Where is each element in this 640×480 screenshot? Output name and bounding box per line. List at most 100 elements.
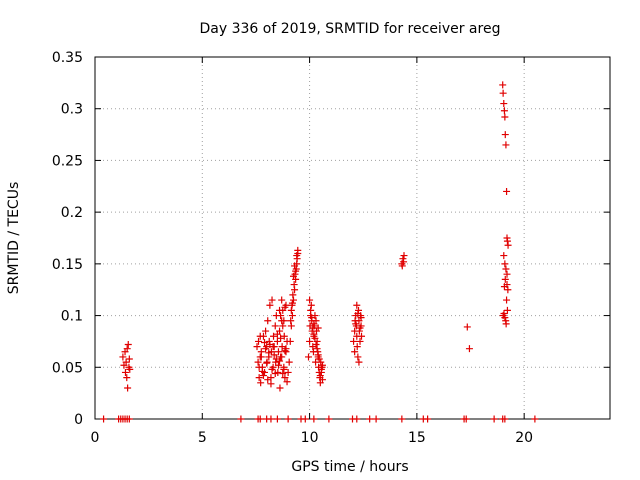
data-point xyxy=(500,107,508,115)
data-point xyxy=(366,415,374,423)
data-point xyxy=(289,291,297,299)
data-point xyxy=(501,314,509,322)
data-point xyxy=(281,374,289,382)
data-point xyxy=(306,296,314,304)
data-point xyxy=(353,415,361,423)
data-point xyxy=(259,372,267,380)
data-point xyxy=(257,353,265,361)
data-point xyxy=(503,237,511,245)
data-point xyxy=(286,337,294,345)
data-point xyxy=(278,353,286,361)
data-point xyxy=(255,363,263,371)
data-point xyxy=(280,317,288,325)
data-point xyxy=(499,81,507,89)
data-point xyxy=(310,415,318,423)
y-tick-label: 0.1 xyxy=(61,309,83,325)
data-point xyxy=(353,301,361,309)
data-point xyxy=(398,262,406,270)
data-point xyxy=(280,332,288,340)
data-point xyxy=(352,320,360,328)
data-point xyxy=(123,345,131,353)
data-point xyxy=(280,365,288,373)
data-point xyxy=(279,369,287,377)
data-point xyxy=(256,332,264,340)
data-point xyxy=(268,296,276,304)
data-point xyxy=(122,358,130,366)
data-point xyxy=(273,337,281,345)
y-tick-label: 0.35 xyxy=(52,50,83,66)
data-point xyxy=(500,252,508,260)
data-point xyxy=(268,365,276,373)
data-point xyxy=(125,415,133,423)
data-point xyxy=(278,343,286,351)
data-point xyxy=(100,415,108,423)
x-axis-title: GPS time / hours xyxy=(291,459,408,475)
data-point xyxy=(503,187,511,195)
data-point xyxy=(500,310,508,318)
data-point xyxy=(314,351,322,359)
data-point xyxy=(262,345,270,353)
data-point xyxy=(501,260,509,268)
data-point xyxy=(288,299,296,307)
data-point xyxy=(350,337,358,345)
data-point xyxy=(503,270,511,278)
data-point xyxy=(355,327,363,335)
y-tick-label: 0.3 xyxy=(61,102,83,118)
data-point xyxy=(314,324,322,332)
data-point xyxy=(502,265,510,273)
chart-title: Day 336 of 2019, SRMTID for receiver are… xyxy=(200,21,501,37)
data-point xyxy=(287,317,295,325)
data-point xyxy=(283,378,291,386)
data-point xyxy=(121,368,129,376)
data-point xyxy=(274,361,282,369)
data-point xyxy=(273,330,281,338)
data-point xyxy=(308,314,316,322)
data-point xyxy=(277,334,285,342)
data-point xyxy=(119,353,127,361)
data-point xyxy=(463,323,471,331)
data-point xyxy=(503,296,511,304)
y-tick-label: 0.25 xyxy=(52,153,83,169)
data-point xyxy=(266,301,274,309)
data-point xyxy=(255,337,263,345)
data-point xyxy=(318,361,326,369)
data-point xyxy=(278,296,286,304)
data-point xyxy=(501,131,509,139)
data-point xyxy=(356,324,364,332)
data-point xyxy=(424,415,432,423)
data-point xyxy=(253,343,261,351)
data-point xyxy=(282,345,290,353)
data-point xyxy=(265,349,273,357)
data-point xyxy=(288,312,296,320)
data-point xyxy=(502,320,510,328)
data-point xyxy=(398,415,406,423)
x-tick-label: 10 xyxy=(301,430,319,446)
data-point xyxy=(293,252,301,260)
data-point xyxy=(313,345,321,353)
data-point xyxy=(284,415,292,423)
data-point xyxy=(279,322,287,330)
data-point xyxy=(267,380,275,388)
y-tick-label: 0.05 xyxy=(52,360,83,376)
data-point xyxy=(267,415,275,423)
data-point xyxy=(372,415,380,423)
y-tick-label: 0.2 xyxy=(61,205,83,221)
data-point xyxy=(294,246,302,254)
data-point xyxy=(307,301,315,309)
x-tick-label: 0 xyxy=(91,430,100,446)
ticks: 0 0.05 0.1 0.15 0.2 0.25 0.3 0.35 0 5 10 15 20 xyxy=(52,50,610,446)
data-point xyxy=(264,317,272,325)
data-point xyxy=(254,358,262,366)
data-point xyxy=(400,252,408,260)
data-point xyxy=(531,415,539,423)
data-point xyxy=(281,303,289,311)
data-point xyxy=(264,376,272,384)
data-point xyxy=(125,355,133,363)
data-point xyxy=(501,275,509,283)
data-point xyxy=(462,415,470,423)
data-point xyxy=(291,286,299,294)
data-point xyxy=(271,369,279,377)
data-point xyxy=(310,320,318,328)
data-point xyxy=(257,379,265,387)
